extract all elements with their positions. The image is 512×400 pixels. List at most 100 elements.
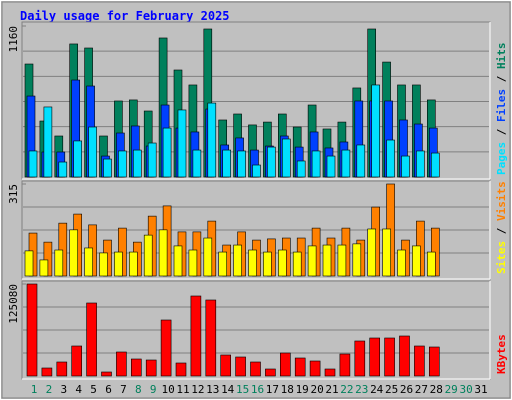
bar [71, 345, 82, 377]
bar [369, 337, 381, 377]
bar [352, 243, 362, 277]
legend-entry: Sites [495, 241, 508, 274]
x-tick-label: 30 [459, 383, 472, 396]
x-tick-label: 8 [135, 383, 142, 396]
bar [133, 149, 142, 178]
bar [397, 249, 406, 277]
x-tick-label: 1 [31, 383, 38, 396]
bar [177, 109, 187, 178]
bar [412, 245, 421, 277]
bar [341, 149, 351, 178]
bar [281, 138, 291, 178]
x-tick-label: 28 [430, 383, 443, 396]
legend-separator: / [495, 221, 508, 241]
x-tick-label: 29 [445, 383, 458, 396]
bar [158, 229, 168, 277]
legend-entry: Visits [495, 181, 508, 221]
legend-separator: / [495, 122, 508, 142]
bar [399, 335, 410, 377]
bar [296, 160, 306, 178]
bar [203, 237, 213, 277]
bar [188, 249, 198, 277]
bar [292, 251, 302, 277]
bar [235, 356, 246, 377]
x-tick-label: 31 [474, 383, 487, 396]
bar [162, 127, 172, 178]
x-tick-label: 14 [221, 383, 235, 396]
bar [103, 158, 112, 178]
bar [384, 337, 395, 377]
bar [248, 249, 257, 277]
bar [237, 150, 246, 178]
legend: Pages / Files / Hits [495, 43, 508, 176]
bar [58, 161, 68, 178]
bar [131, 358, 142, 377]
bar [192, 149, 202, 178]
bar [207, 102, 217, 178]
bar [56, 361, 68, 377]
bar [99, 252, 108, 277]
x-tick-label: 24 [370, 383, 384, 396]
bar [250, 361, 261, 377]
x-tick-label: 19 [296, 383, 309, 396]
bar [371, 84, 381, 178]
bar [416, 150, 425, 178]
x-tick-label: 13 [206, 383, 219, 396]
y-tick-label: 1160 [7, 26, 20, 53]
legend-separator: / [495, 69, 508, 89]
bar [307, 245, 317, 277]
x-tick-label: 7 [120, 383, 127, 396]
x-tick-label: 27 [415, 383, 428, 396]
bar [28, 150, 38, 178]
bar [222, 149, 231, 178]
bar [426, 251, 436, 277]
bar [324, 368, 336, 377]
x-tick-label: 22 [340, 383, 353, 396]
y-tick-label: 315 [7, 184, 20, 204]
bar [267, 146, 276, 178]
x-tick-label: 20 [310, 383, 323, 396]
bar [311, 150, 321, 178]
legend: Sites / Visits [495, 181, 508, 274]
bar [322, 244, 332, 277]
bar [69, 229, 78, 277]
x-tick-label: 26 [400, 383, 413, 396]
bar [101, 371, 112, 377]
x-tick-label: 15 [236, 383, 249, 396]
legend-entry: KBytes [495, 334, 508, 374]
x-tick-label: 4 [75, 383, 82, 396]
bar [205, 299, 217, 377]
bar [233, 244, 242, 277]
x-tick-label: 11 [176, 383, 189, 396]
bar [367, 228, 377, 277]
bar [252, 164, 261, 178]
x-tick-label: 23 [355, 383, 368, 396]
bar [118, 150, 127, 178]
x-tick-label: 25 [385, 383, 398, 396]
bar [337, 244, 347, 277]
bar [143, 234, 153, 277]
x-tick-label: 2 [46, 383, 53, 396]
bar [116, 351, 127, 377]
bar [160, 319, 172, 377]
bar [263, 251, 272, 277]
bar [428, 346, 440, 377]
bar [24, 250, 34, 277]
bar [114, 251, 123, 277]
x-tick-label: 16 [251, 383, 264, 396]
y-tick-label: 125080 [7, 284, 20, 324]
bar [54, 249, 64, 277]
bar [173, 245, 183, 277]
bar [401, 155, 410, 178]
bar [88, 126, 97, 178]
x-tick-label: 9 [150, 383, 157, 396]
bar [86, 302, 97, 377]
bar [265, 368, 276, 377]
chart-title: Daily usage for February 2025 [20, 9, 230, 23]
bar [279, 352, 291, 377]
bar [190, 295, 202, 377]
bar [386, 139, 395, 178]
bar [430, 152, 440, 178]
